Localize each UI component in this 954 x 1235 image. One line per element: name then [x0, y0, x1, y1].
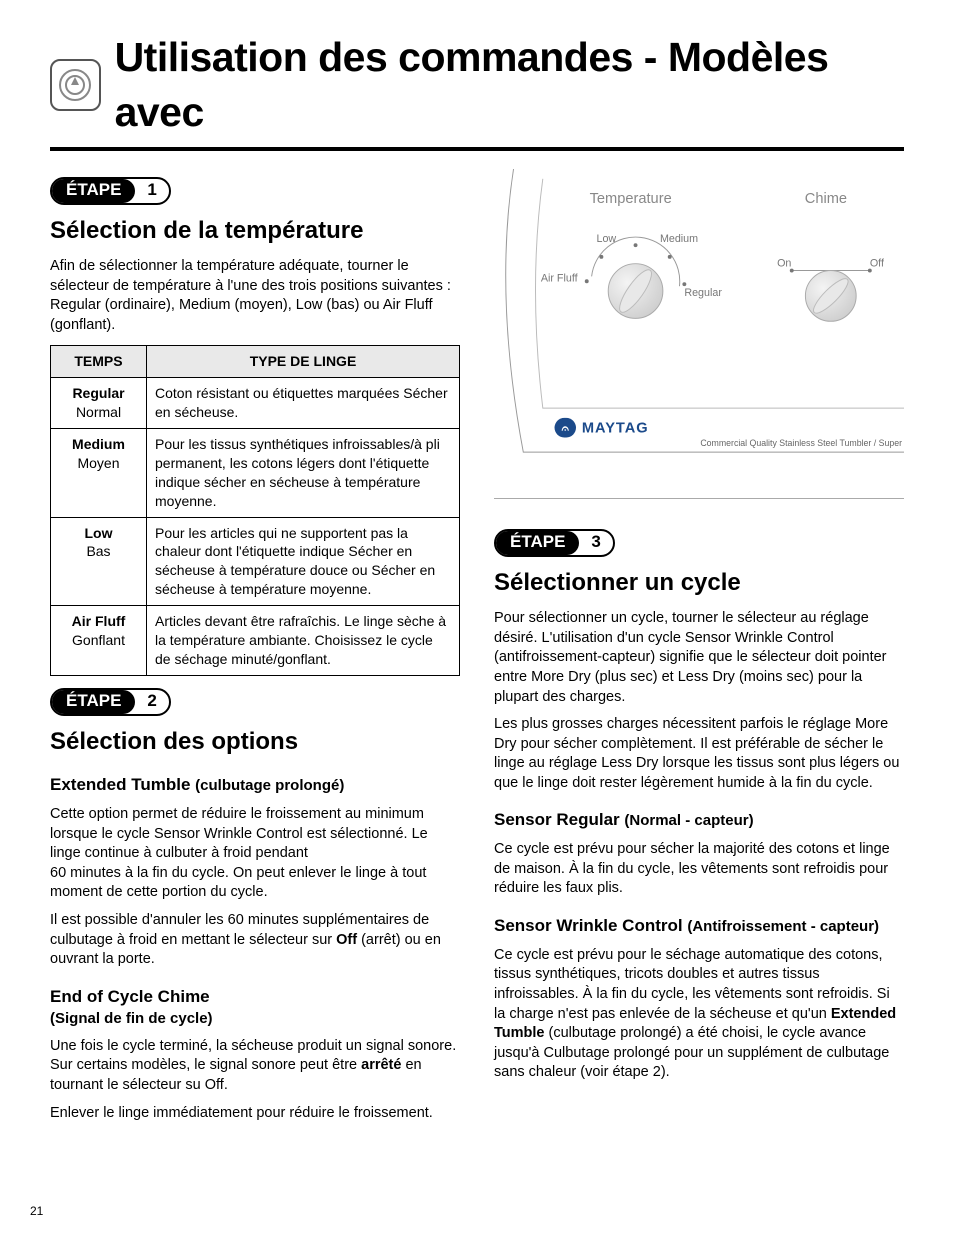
brand-label: MAYTAG: [582, 420, 649, 436]
sub-title: Sensor Wrinkle Control: [494, 916, 683, 935]
step-3-p2: Les plus grosses charges nécessitent par…: [494, 715, 904, 793]
bold: Off: [336, 932, 357, 948]
table-header-type: TYPE DE LINGE: [147, 346, 460, 378]
etape-label: ÉTAPE: [52, 690, 135, 714]
cell-plain: Bas: [86, 543, 110, 559]
step-1-number: 1: [135, 179, 168, 202]
cell-plain: Gonflant: [72, 632, 125, 648]
cell-desc: Pour les articles qui ne supportent pas …: [147, 517, 460, 606]
panel-tagline: Commercial Quality Stainless Steel Tumbl…: [700, 438, 902, 448]
temp-label-regular: Regular: [684, 287, 722, 299]
table-row: MediumMoyen Pour les tissus synthétiques…: [51, 429, 460, 518]
left-column: ÉTAPE 1 Sélection de la température Afin…: [50, 169, 460, 1131]
control-panel-illustration: Temperature Chime Low Medium Air Fluff R…: [494, 169, 904, 499]
step-1-intro: Afin de sélectionner la température adéq…: [50, 257, 460, 335]
table-row: Air FluffGonflant Articles devant être r…: [51, 606, 460, 676]
chime-label-on: On: [777, 257, 791, 269]
extended-tumble-heading: Extended Tumble (culbutage prolongé): [50, 774, 460, 797]
sensor-regular-p: Ce cycle est prévu pour sécher la majori…: [494, 840, 904, 899]
controls-icon: [50, 59, 101, 111]
table-row: LowBas Pour les articles qui ne supporte…: [51, 517, 460, 606]
sensor-wrinkle-p: Ce cycle est prévu pour le séchage autom…: [494, 946, 904, 1083]
cell-bold: Medium: [59, 435, 138, 454]
temperature-table: TEMPS TYPE DE LINGE RegularNormal Coton …: [50, 345, 460, 675]
cell-desc: Articles devant être rafraîchis. Le ling…: [147, 606, 460, 676]
sub-paren: (culbutage prolongé): [195, 777, 344, 794]
chime-knob: On Off: [777, 257, 884, 321]
ext-tumble-p1: Cette option permet de réduire le froiss…: [50, 805, 460, 903]
chime-p2: Enlever le linge immédiatement pour rédu…: [50, 1104, 460, 1124]
sub-title: Extended Tumble: [50, 775, 190, 794]
temperature-knob: Low Medium Air Fluff Regular: [541, 233, 722, 318]
sensor-regular-heading: Sensor Regular (Normal - capteur): [494, 809, 904, 832]
panel-chime-title: Chime: [805, 191, 847, 207]
bold: arrêté: [361, 1057, 401, 1073]
sub-title: Sensor Regular: [494, 810, 620, 829]
text: 60 minutes à la fin du cycle. On peut en…: [50, 865, 426, 901]
temp-label-airfluff: Air Fluff: [541, 272, 578, 284]
cell-desc: Coton résistant ou étiquettes marquées S…: [147, 378, 460, 429]
page-header: Utilisation des commandes - Modèles avec: [50, 30, 904, 141]
chime-label-off: Off: [870, 257, 884, 269]
step-2-number: 2: [135, 690, 168, 713]
cell-bold: Regular: [59, 384, 138, 403]
temp-label-medium: Medium: [660, 233, 698, 245]
cell-bold: Air Fluff: [59, 612, 138, 631]
chime-p1: Une fois le cycle terminé, la sécheuse p…: [50, 1037, 460, 1096]
text: (culbutage prolongé) a été choisi, le cy…: [494, 1025, 889, 1080]
etape-label: ÉTAPE: [52, 179, 135, 203]
table-row: RegularNormal Coton résistant ou étiquet…: [51, 378, 460, 429]
sub-paren: (Antifroissement - capteur): [687, 918, 879, 935]
step-1-heading: Sélection de la température: [50, 215, 460, 247]
cell-plain: Moyen: [77, 455, 119, 471]
step-3-number: 3: [579, 531, 612, 554]
chime-heading: End of Cycle Chime: [50, 986, 460, 1009]
page-title: Utilisation des commandes - Modèles avec: [115, 30, 904, 141]
chime-subheading: (Signal de fin de cycle): [50, 1009, 460, 1029]
step-3-heading: Sélectionner un cycle: [494, 567, 904, 599]
cell-plain: Normal: [76, 404, 121, 420]
step-2-badge: ÉTAPE 2: [50, 688, 460, 716]
ext-tumble-p2: Il est possible d'annuler les 60 minutes…: [50, 911, 460, 970]
panel-temperature-title: Temperature: [590, 191, 672, 207]
step-1-badge: ÉTAPE 1: [50, 177, 460, 205]
etape-label: ÉTAPE: [496, 531, 579, 555]
right-column: Temperature Chime Low Medium Air Fluff R…: [494, 169, 904, 1131]
svg-text:𝄐: 𝄐: [561, 421, 570, 435]
step-3-p1: Pour sélectionner un cycle, tourner le s…: [494, 609, 904, 707]
step-2-heading: Sélection des options: [50, 726, 460, 758]
sensor-wrinkle-heading: Sensor Wrinkle Control (Antifroissement …: [494, 915, 904, 938]
sub-paren: (Normal - capteur): [624, 812, 753, 829]
title-rule: [50, 147, 904, 151]
table-header-temps: TEMPS: [51, 346, 147, 378]
step-3-badge: ÉTAPE 3: [494, 529, 904, 557]
page-number: 21: [30, 1203, 43, 1219]
cell-desc: Pour les tissus synthétiques infroissabl…: [147, 429, 460, 518]
text: Cette option permet de réduire le froiss…: [50, 806, 428, 861]
cell-bold: Low: [59, 524, 138, 543]
panel-svg: Temperature Chime Low Medium Air Fluff R…: [494, 169, 904, 472]
